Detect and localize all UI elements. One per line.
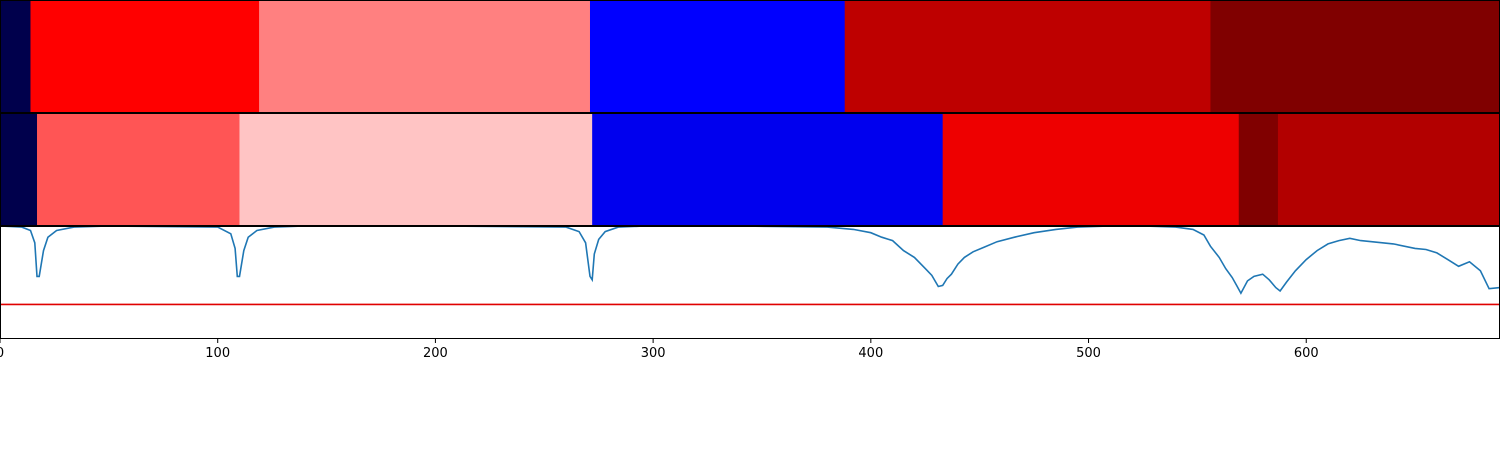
segmentation-track-2 (0, 113, 1500, 225)
x-tick-label: 500 (1076, 346, 1101, 361)
line-panel-background (0, 226, 1500, 338)
track-2-segment-4 (592, 113, 944, 225)
track-2-segment-5 (942, 113, 1240, 225)
x-tick-label: 200 (423, 346, 448, 361)
series-line (0, 225, 1500, 295)
x-tick-label: 400 (858, 346, 883, 361)
track-2-segment-3 (239, 113, 593, 225)
track-1-segment-3 (259, 0, 591, 112)
x-tick-label: 600 (1294, 346, 1319, 361)
segmentation-track-1 (0, 0, 1500, 112)
track-1-segment-4 (589, 0, 846, 112)
x-tick-label: 100 (205, 346, 230, 361)
track-1-segment-2 (30, 0, 260, 112)
track-2-segment-7 (1277, 113, 1500, 225)
line-panel (0, 225, 1500, 338)
track-1-segment-6 (1210, 0, 1500, 112)
track-1-segment-1 (0, 0, 31, 112)
track-2-segment-6 (1238, 113, 1279, 225)
x-tick-label: 300 (641, 346, 666, 361)
track-2-segment-2 (37, 113, 240, 225)
track-2-segment-1 (0, 113, 38, 225)
track-1-segment-5 (844, 0, 1211, 112)
x-tick-label: 0 (0, 346, 4, 361)
x-axis: 0 100 200 300 400 500 600 (0, 338, 1319, 361)
